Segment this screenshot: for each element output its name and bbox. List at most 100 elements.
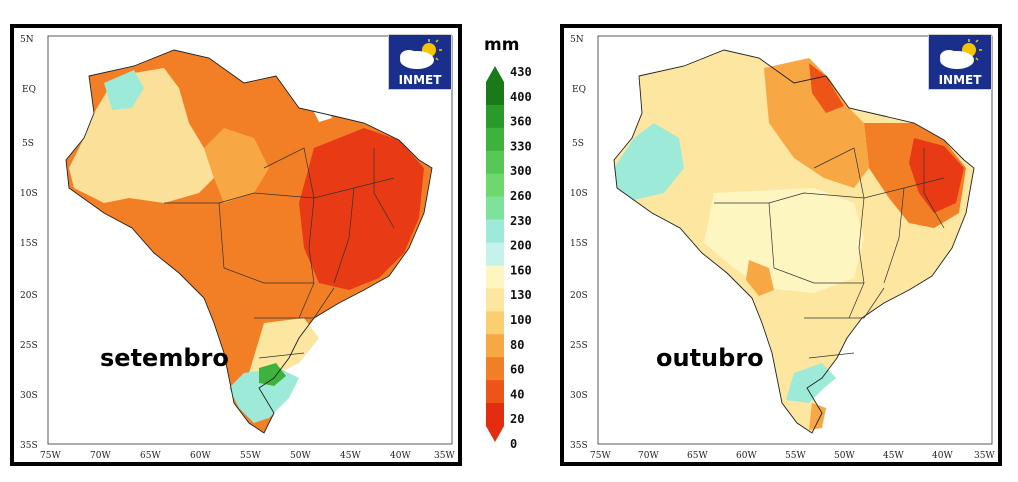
- legend-labels: 4304003603303002602302001601301008060402…: [510, 65, 532, 450]
- map-canvas-outubro: 5N EQ 5S 10S 15S 20S 25S 30S 35S 75W 70W…: [570, 35, 995, 461]
- inmet-logo: INMET: [388, 34, 452, 90]
- lon-axis: 75W 70W 65W 60W 55W 50W 45W 40W 35W: [590, 451, 995, 461]
- legend-arrow-max: [486, 66, 504, 82]
- lat-label: EQ: [22, 85, 36, 95]
- lat-label: 5S: [572, 139, 584, 149]
- legend-swatch: [486, 173, 504, 198]
- month-label: setembro: [100, 344, 229, 372]
- legend-level-label: 430: [510, 65, 532, 79]
- lon-label: 75W: [590, 451, 611, 461]
- lat-label: 35S: [20, 441, 38, 451]
- legend-swatch: [486, 196, 504, 221]
- legend-unit: mm: [484, 35, 519, 55]
- legend-swatch: [486, 242, 504, 266]
- lon-label: 65W: [687, 451, 708, 461]
- lat-label: 30S: [570, 391, 588, 401]
- lon-label: 55W: [785, 451, 806, 461]
- cloud-sun-icon: [400, 39, 442, 69]
- lat-label: 10S: [20, 189, 38, 199]
- legend-level-label: 100: [510, 313, 532, 327]
- legend-level-label: 200: [510, 239, 532, 253]
- lat-label: 20S: [20, 291, 38, 301]
- precip-field-north-driest: [809, 63, 844, 113]
- legend-level-label: 300: [510, 164, 532, 178]
- lon-label: 50W: [290, 451, 311, 461]
- legend-level-label: 260: [510, 189, 532, 203]
- lat-label: 5S: [22, 139, 34, 149]
- lat-label: 30S: [20, 391, 38, 401]
- lon-label: 45W: [883, 451, 904, 461]
- legend-swatch: [486, 288, 504, 312]
- lon-label: 35W: [434, 451, 455, 461]
- lon-label: 50W: [834, 451, 855, 461]
- legend-swatch: [486, 265, 504, 289]
- brazil-outline: [613, 49, 975, 434]
- legend-colorbar: [486, 66, 504, 442]
- map-canvas-setembro: 5N EQ 5S 10S 15S 20S 25S 30S 35S 75W 70W…: [20, 35, 455, 461]
- lon-label: 55W: [240, 451, 261, 461]
- legend-level-label: 60: [510, 363, 524, 377]
- lat-label: 15S: [20, 239, 38, 249]
- lon-label: 40W: [932, 451, 953, 461]
- lat-label: 10S: [570, 189, 588, 199]
- logo-text: INMET: [938, 73, 982, 87]
- inmet-logo: INMET: [928, 34, 992, 90]
- precip-field-transition: [204, 128, 269, 203]
- lon-label: 45W: [340, 451, 361, 461]
- color-legend: mm 4304003603303002602302001601301008060…: [484, 35, 532, 450]
- lat-label: 5N: [20, 35, 34, 45]
- map-panel-outubro: 5N EQ 5S 10S 15S 20S 25S 30S 35S 75W 70W…: [560, 24, 1002, 466]
- legend-swatch: [486, 403, 504, 427]
- precip-field-southwest: [746, 260, 774, 296]
- precip-field-driest: [299, 128, 424, 290]
- lat-label: 35S: [570, 441, 588, 451]
- legend-level-label: 80: [510, 338, 524, 352]
- legend-swatch: [486, 357, 504, 381]
- lat-label: 15S: [570, 239, 588, 249]
- legend-swatch: [486, 127, 504, 152]
- logo-text: INMET: [398, 73, 442, 87]
- lat-label: 25S: [570, 341, 588, 351]
- legend-swatch: [486, 334, 504, 358]
- lon-label: 70W: [638, 451, 659, 461]
- legend-swatch: [486, 380, 504, 404]
- legend-swatch: [486, 311, 504, 335]
- legend-arrow-min: [486, 426, 504, 442]
- legend-level-label: 0: [510, 437, 517, 450]
- lat-axis: 5N EQ 5S 10S 15S 20S 25S 30S 35S: [570, 35, 588, 451]
- lon-label: 35W: [974, 451, 995, 461]
- lat-label: 20S: [570, 291, 588, 301]
- precip-field-west-wet: [614, 123, 684, 200]
- precip-field-south-wettest: [259, 363, 286, 386]
- lat-label: EQ: [572, 85, 586, 95]
- precip-field-south-dry: [809, 403, 826, 430]
- lat-label: 5N: [570, 35, 584, 45]
- precip-field-south-wet: [786, 363, 836, 403]
- cloud-sun-icon: [940, 39, 982, 69]
- state-borders: [164, 147, 395, 359]
- lon-label: 60W: [190, 451, 211, 461]
- precip-field-northeast-driest: [909, 138, 964, 213]
- lon-label: 60W: [736, 451, 757, 461]
- month-label: outubro: [656, 344, 764, 372]
- lon-label: 40W: [390, 451, 411, 461]
- legend-swatch: [486, 104, 504, 129]
- lon-axis: 75W 70W 65W 60W 55W 50W 45W 40W 35W: [40, 451, 455, 461]
- lat-label: 25S: [20, 341, 38, 351]
- lon-label: 65W: [140, 451, 161, 461]
- legend-swatch: [486, 82, 504, 106]
- legend-level-label: 330: [510, 139, 532, 153]
- lon-label: 70W: [90, 451, 111, 461]
- map-panel-setembro: 5N EQ 5S 10S 15S 20S 25S 30S 35S 75W 70W…: [10, 24, 462, 466]
- legend-level-label: 160: [510, 263, 532, 277]
- lon-label: 75W: [40, 451, 61, 461]
- lat-axis: 5N EQ 5S 10S 15S 20S 25S 30S 35S: [20, 35, 38, 451]
- legend-level-label: 230: [510, 214, 532, 228]
- legend-level-label: 20: [510, 412, 524, 426]
- legend-level-label: 130: [510, 288, 532, 302]
- precip-field-northwest: [69, 68, 214, 203]
- legend-level-label: 40: [510, 387, 524, 401]
- brazil-outline: [65, 49, 433, 434]
- legend-swatch: [486, 219, 504, 244]
- legend-level-label: 400: [510, 90, 532, 104]
